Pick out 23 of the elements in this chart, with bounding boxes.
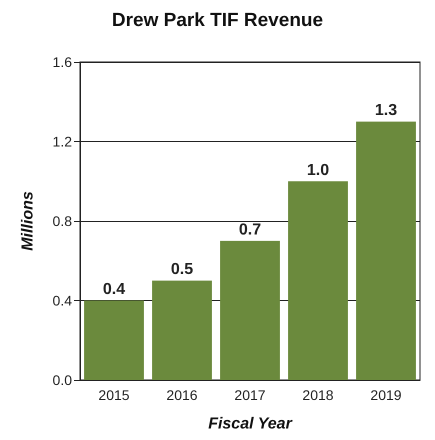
y-tick-label: 1.6	[52, 54, 72, 70]
x-tick-label: 2018	[302, 387, 334, 403]
data-label: 1.0	[306, 162, 330, 179]
y-tick-label: 0.0	[52, 372, 72, 388]
y-tick-label: 0.4	[52, 292, 72, 308]
data-label: 0.7	[238, 221, 262, 238]
data-label: 0.5	[170, 261, 194, 278]
bar	[152, 280, 212, 380]
bar	[288, 181, 348, 380]
chart-title: Drew Park TIF Revenue	[112, 10, 324, 31]
data-label: 1.3	[374, 102, 398, 120]
bar	[356, 122, 416, 380]
bar	[84, 300, 144, 380]
x-axis-title: Fiscal Year	[208, 416, 293, 432]
x-tick-label: 2016	[166, 387, 198, 403]
data-label: 0.4	[102, 281, 126, 298]
x-tick-label: 2015	[98, 387, 130, 403]
bar	[220, 240, 280, 380]
x-tick-label: 2019	[370, 387, 402, 403]
y-tick-label: 1.2	[52, 134, 72, 150]
x-tick-label: 2017	[234, 387, 266, 403]
y-tick-label: 0.8	[52, 213, 72, 229]
y-axis-title: Millions	[20, 191, 36, 251]
